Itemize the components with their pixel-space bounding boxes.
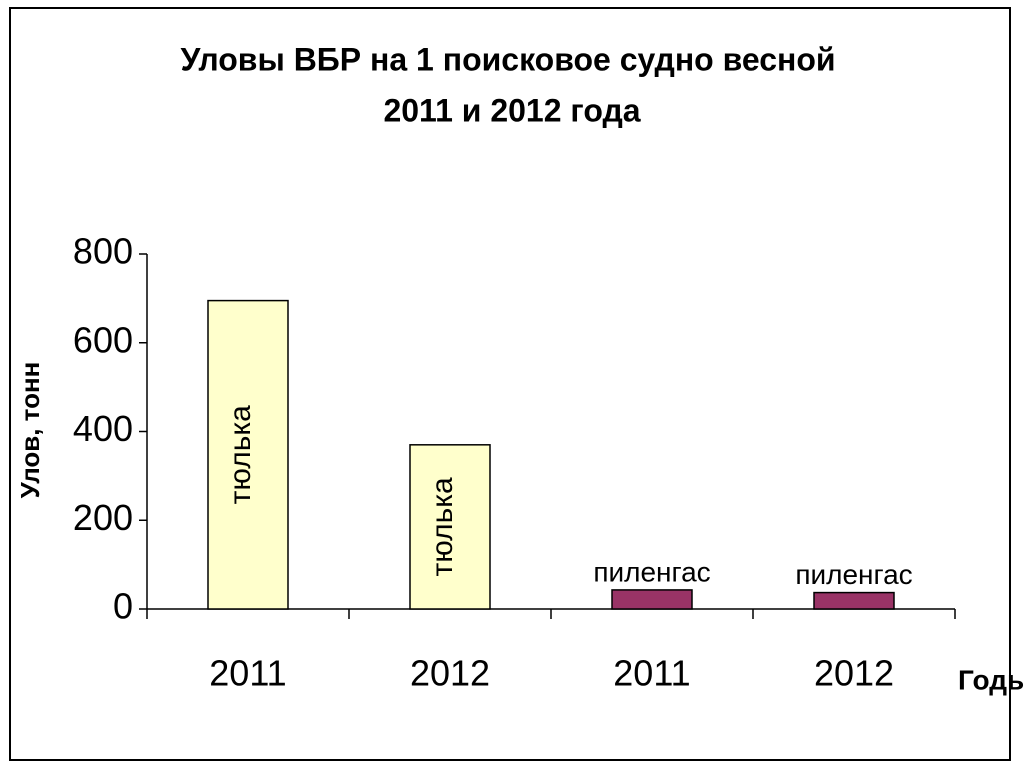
x-tick-label: 2012 [410,653,490,694]
x-axis-label: Годы [958,664,1024,695]
y-tick-label: 0 [113,586,133,627]
y-tick-label: 200 [73,497,133,538]
y-axis-label: Улов, тонн [15,362,45,499]
y-tick-label: 400 [73,408,133,449]
bar [813,591,895,610]
y-tick-label: 800 [73,231,133,272]
chart-title: 2011 и 2012 года [383,92,640,128]
y-tick-label: 600 [73,319,133,360]
x-tick-label: 2011 [209,653,286,694]
bar-label: пиленгас [593,556,710,587]
x-tick-label: 2011 [613,653,690,694]
bar-label: тюлька [426,477,459,577]
chart-title: Уловы ВБР на 1 поисковое судно весной [180,41,835,77]
bar [611,589,693,610]
bar-label: пиленгас [795,559,912,590]
chart-frame [9,7,1011,761]
bar-label: тюлька [224,405,257,505]
bar [207,299,289,610]
x-tick-label: 2012 [814,653,894,694]
bar [409,444,491,610]
